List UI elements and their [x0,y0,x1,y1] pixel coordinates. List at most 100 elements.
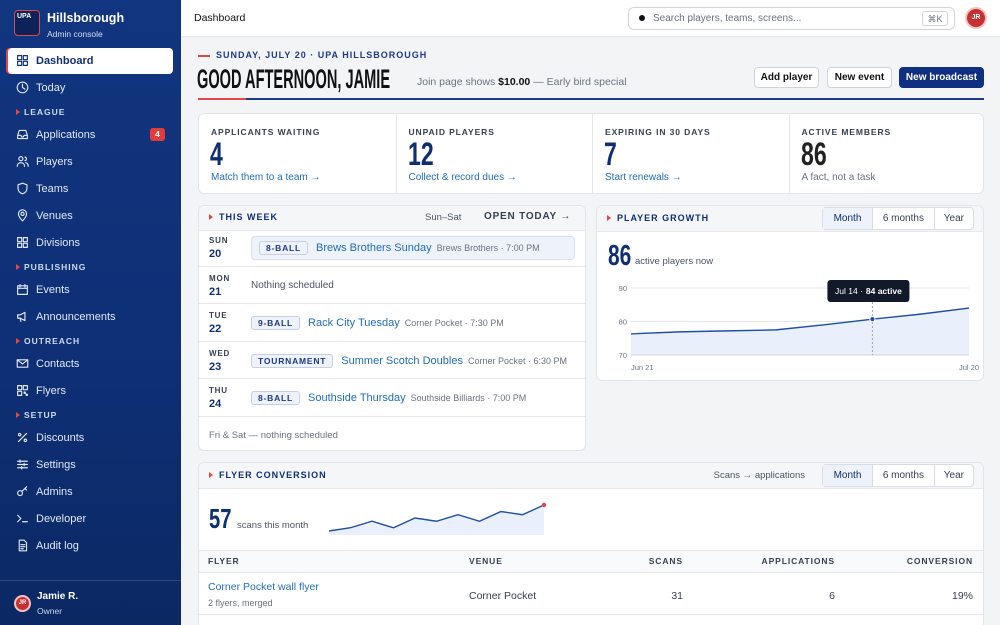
nav-icon [17,384,28,396]
day-date: 21 [209,285,222,298]
nav-label: Events [36,283,70,296]
x-tick-label: Jun 21 [631,363,654,372]
event-details: Brews Brothers · 7:00 PM [436,243,540,253]
table-heading: CONVERSION [906,556,973,566]
card-title: PLAYER GROWTH [606,213,710,223]
event-name: Rack City Tuesday [308,317,400,330]
nav-item[interactable]: Developer [8,506,173,532]
stat-link[interactable]: Match them to a team → [211,172,321,183]
nav-item[interactable]: Venues [8,203,173,229]
nav-item[interactable]: Today [8,75,173,101]
button[interactable]: Add player [754,67,819,88]
nav-item[interactable]: Events [8,277,173,303]
event-details: Southside Billiards · 7:00 PM [410,393,527,404]
area [631,308,969,355]
day-name: WED [209,348,231,358]
nav-icon [17,54,28,66]
flyer-name[interactable]: Corner Pocket wall flyer [208,581,319,593]
nav-item[interactable]: Discounts [8,425,173,451]
nav-label: Teams [36,182,69,195]
user-role: Owner [37,606,63,616]
chart [329,502,547,535]
stat: UNPAID PLAYERS 12 Collect & record dues → [395,114,593,193]
table-heading: FLYER [208,556,240,566]
avatar[interactable]: JR [965,7,987,29]
search-placeholder: Search players, teams, screens... [653,13,802,24]
nav-item[interactable]: Applications 4 [8,122,173,148]
event-name: Southside Thursday [308,392,406,405]
card-header: THIS WEEK Sun–Sat OPEN TODAY → [199,206,585,231]
sparkline-end [541,502,547,508]
tab[interactable]: Year [933,465,973,486]
day-date: 22 [209,323,222,336]
growth-value: 86 [608,240,632,272]
nav-icon [17,129,28,139]
icon-path [16,155,29,167]
tab[interactable]: Month [823,208,872,229]
stat-label: ACTIVE MEMBERS [801,127,892,137]
stat-link[interactable]: Collect & record dues → [408,172,517,183]
tab[interactable]: 6 months [872,208,934,229]
nav-label: Audit log [36,539,79,552]
event[interactable]: 8-BALL Brews Brothers Sunday Brews Brother… [251,236,575,260]
nav-icon [17,432,28,442]
shortcut: ⌘K [922,11,948,26]
y-tick-label: 90 [619,284,627,293]
y-tick-label: 80 [619,318,627,327]
tab[interactable]: 6 months [872,465,934,486]
nav-item[interactable]: Contacts [8,351,173,377]
tooltip-text: Jul 14 · 84 active [835,286,902,296]
conversion: 19% [951,590,973,602]
nav-icon [17,236,28,248]
sparkline [329,504,545,532]
card-title: THIS WEEK [208,212,279,222]
tab[interactable]: Month [823,465,872,486]
event-name: Brews Brothers Sunday [316,242,432,254]
day-date: 24 [209,398,222,411]
nav-item[interactable]: Admins [8,479,173,505]
nav-item[interactable]: Teams [8,176,173,202]
day-name: SUN [209,236,229,245]
nav-item[interactable]: Dashboard [8,47,173,74]
tabs: Month 6 months Year [822,464,974,487]
day-row: WED 23 TOURNAMENT Summer Scotch Doubles Corn… [199,342,585,380]
nav-item[interactable]: Announcements [8,304,173,330]
x-tick-label: Jul 20 [959,363,979,372]
tab[interactable]: Year [933,208,973,229]
nav-item[interactable]: Divisions [8,230,173,256]
table-heading: APPLICATIONS [761,556,835,566]
user-avatar[interactable]: JR [14,595,31,612]
stat-link: A fact, not a task [801,172,876,183]
nav-icon [16,155,29,167]
open-today[interactable]: OPEN TODAY → [484,211,572,222]
scans: 31 [671,590,683,602]
nav-icon [17,485,28,496]
event[interactable]: TOURNAMENT Summer Scotch Doubles Corner Po… [251,349,575,373]
player-growth-card: PLAYER GROWTH 86 active players now Mont… [596,205,984,381]
empty-note: Nothing scheduled [251,279,334,291]
button[interactable]: New event [827,67,892,88]
stat-label: EXPIRING IN 30 DAYS [605,127,711,137]
hover-point [869,316,876,323]
search-box[interactable]: Search players, teams, screens... ⌘K [628,7,955,30]
nav-item[interactable]: Players [8,149,173,175]
nav-item[interactable]: Flyers [8,378,173,404]
stat-link[interactable]: Start renewals → [605,172,682,183]
day-name: TUE [209,311,228,321]
button-primary[interactable]: New broadcast [899,67,984,88]
event-tag: 9-BALL [251,316,301,331]
icon-path [17,485,28,496]
event-tag: 8-BALL [259,241,309,255]
nav-icon [18,539,28,551]
page-title: Dashboard [194,12,246,24]
logo: UPA [14,10,40,36]
event[interactable]: 9-BALL Rack City Tuesday Corner Pocket · 7… [251,311,575,335]
icon-path [17,208,28,221]
nav-item[interactable]: Audit log [8,533,173,559]
topbar: Dashboard Search players, teams, screens… [181,0,1000,37]
nav-item[interactable]: Settings [8,452,173,478]
event[interactable]: 8-BALL Southside Thursday Southside Billia… [251,386,575,410]
tabs: Month 6 months Year [822,207,974,230]
day-row: MON 21 Nothing scheduled [199,267,585,305]
join-note: Join page shows $10.00 — Early bird spec… [417,76,627,88]
